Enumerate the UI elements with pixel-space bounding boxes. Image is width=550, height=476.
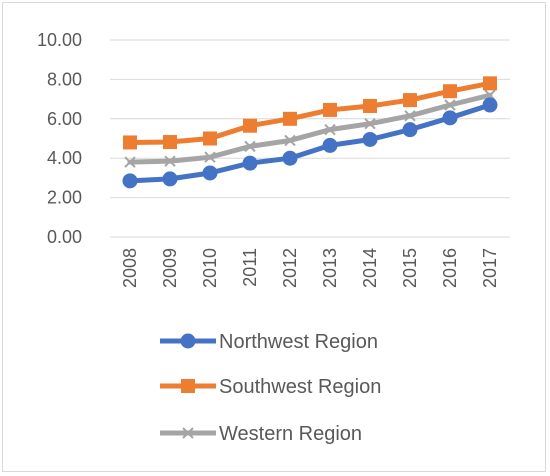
data-point xyxy=(363,98,377,113)
x-tick-label: 2016 xyxy=(440,248,460,288)
data-point xyxy=(162,171,178,187)
legend-item: Western Region xyxy=(160,423,362,445)
data-point xyxy=(123,135,137,150)
x-tick-label: 2009 xyxy=(160,248,180,288)
series-group xyxy=(122,76,498,189)
data-point xyxy=(124,156,136,168)
data-point xyxy=(204,151,216,163)
x-tick-label: 2011 xyxy=(240,248,260,287)
legend-label: Southwest Region xyxy=(219,376,381,398)
series-line xyxy=(127,80,493,145)
data-point xyxy=(283,111,297,126)
data-point xyxy=(244,140,256,153)
data-point xyxy=(483,76,497,91)
x-axis-ticks: 2008 2009 2010 2011 2012 2013 2014 2015 2016 2017 xyxy=(120,248,500,288)
data-point xyxy=(181,379,195,393)
x-tick-label: 2014 xyxy=(360,248,380,288)
series-line xyxy=(127,102,493,184)
x-tick-label: 2015 xyxy=(400,248,420,288)
data-point xyxy=(482,97,498,113)
series-western-region xyxy=(124,89,496,168)
x-tick-label: 2008 xyxy=(120,248,140,288)
x-tick-label: 2013 xyxy=(320,248,340,288)
legend-label: Western Region xyxy=(219,423,362,445)
series-northwest-region xyxy=(122,97,498,189)
data-point xyxy=(404,110,416,122)
x-tick-label: 2017 xyxy=(480,248,500,288)
data-point xyxy=(323,102,337,117)
data-point xyxy=(282,150,298,166)
data-point xyxy=(163,135,177,150)
x-tick-label: 2012 xyxy=(280,248,300,288)
legend-item: Southwest Region xyxy=(160,376,381,398)
data-point xyxy=(364,118,376,130)
series-southwest-region xyxy=(123,76,497,150)
series-line xyxy=(127,92,493,165)
y-tick-label: 4.00 xyxy=(47,148,82,168)
data-point xyxy=(362,131,378,147)
data-point xyxy=(203,131,217,146)
data-point xyxy=(122,173,138,189)
data-point xyxy=(442,110,458,126)
data-point xyxy=(243,118,257,133)
legend-item: Northwest Region xyxy=(160,331,378,353)
data-point xyxy=(164,155,176,167)
y-tick-label: 0.00 xyxy=(47,227,82,247)
y-tick-label: 2.00 xyxy=(47,188,82,208)
data-point xyxy=(402,122,418,138)
data-point xyxy=(324,123,336,136)
data-point xyxy=(284,134,296,147)
x-tick-label: 2010 xyxy=(200,248,220,288)
y-tick-label: 6.00 xyxy=(47,109,82,129)
data-point xyxy=(202,165,218,181)
data-point xyxy=(242,155,258,171)
data-point xyxy=(180,333,196,349)
y-tick-label: 10.00 xyxy=(37,30,82,50)
y-axis-ticks: 0.00 2.00 4.00 6.00 8.00 10.00 xyxy=(37,30,82,247)
legend-label: Northwest Region xyxy=(219,331,378,353)
legend: Northwest Region Southwest Region Western … xyxy=(160,331,381,445)
y-tick-label: 8.00 xyxy=(47,69,82,89)
data-point xyxy=(182,427,194,439)
data-point xyxy=(322,137,338,153)
data-point xyxy=(443,84,457,99)
data-point xyxy=(444,99,456,111)
data-point xyxy=(403,93,417,108)
